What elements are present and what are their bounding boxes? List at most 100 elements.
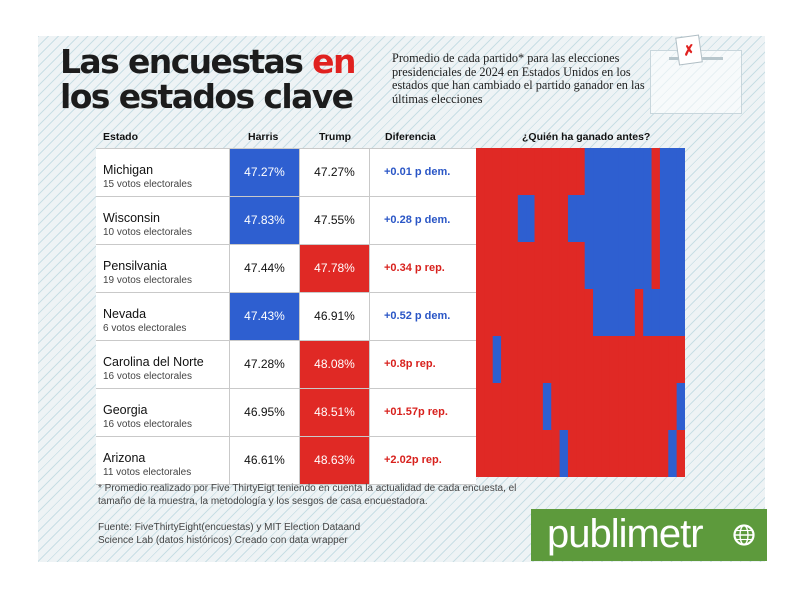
history-cell-dem bbox=[634, 148, 644, 196]
table-row: Carolina del Norte 16 votos electorales 47… bbox=[96, 341, 476, 389]
history-cell-dem bbox=[676, 383, 685, 431]
history-cell-rep bbox=[593, 336, 602, 384]
history-cell-dem bbox=[618, 242, 628, 290]
history-cell-rep bbox=[576, 242, 586, 290]
history-cell-rep bbox=[476, 195, 485, 243]
history-cell-dem bbox=[593, 148, 602, 196]
history-cell-rep bbox=[643, 336, 653, 384]
history-cell-rep bbox=[492, 242, 502, 290]
history-cell-rep bbox=[542, 289, 552, 337]
table-row: Arizona 11 votos electorales 46.61% 48.63% +… bbox=[96, 437, 476, 485]
history-cell-rep bbox=[476, 289, 485, 337]
history-cell-rep bbox=[609, 336, 619, 384]
ballot-paper-icon: ✗ bbox=[675, 34, 703, 66]
harris-value: 47.27% bbox=[230, 149, 299, 196]
history-cell-rep bbox=[534, 289, 544, 337]
history-cell-rep bbox=[567, 383, 577, 431]
ballot-box-icon bbox=[650, 50, 742, 114]
history-cell-rep bbox=[651, 383, 661, 431]
history-cell-rep bbox=[551, 430, 561, 477]
header-harris: Harris bbox=[248, 131, 279, 143]
column-divider bbox=[299, 197, 300, 244]
column-divider bbox=[299, 437, 300, 484]
table-row: Michigan 15 votos electorales 47.27% 47.27%… bbox=[96, 149, 476, 197]
logo-text: publimetr bbox=[547, 512, 704, 556]
harris-value: 46.95% bbox=[244, 405, 285, 419]
electoral-votes: 10 votos electorales bbox=[103, 227, 192, 238]
history-cell-rep bbox=[634, 430, 644, 477]
history-cell-dem bbox=[593, 289, 602, 337]
history-cell-rep bbox=[551, 148, 561, 196]
column-divider bbox=[229, 245, 230, 292]
history-cell-rep bbox=[492, 430, 502, 477]
history-cell-rep bbox=[517, 148, 527, 196]
history-cell-dem bbox=[643, 148, 653, 196]
history-cell-rep bbox=[551, 336, 561, 384]
history-cell-dem bbox=[609, 242, 619, 290]
history-cell-dem bbox=[668, 195, 678, 243]
history-cell-dem bbox=[643, 242, 653, 290]
state-name: Arizona bbox=[103, 451, 146, 465]
state-name: Georgia bbox=[103, 403, 148, 417]
history-cell-dem bbox=[601, 289, 611, 337]
history-cell-rep bbox=[517, 242, 527, 290]
trump-value: 46.91% bbox=[314, 309, 355, 323]
electoral-votes: 19 votos electorales bbox=[103, 275, 192, 286]
history-cell-rep bbox=[626, 430, 636, 477]
history-cell-rep bbox=[676, 430, 685, 477]
history-cell-rep bbox=[659, 383, 669, 431]
column-divider bbox=[299, 389, 300, 436]
electoral-votes: 16 votos electorales bbox=[103, 419, 192, 430]
history-cell-rep bbox=[634, 383, 644, 431]
column-divider bbox=[369, 293, 370, 340]
history-cell-rep bbox=[618, 383, 628, 431]
history-cell-rep bbox=[567, 336, 577, 384]
history-cell-rep bbox=[609, 383, 619, 431]
history-cell-rep bbox=[517, 289, 527, 337]
history-cell-rep bbox=[567, 289, 577, 337]
history-cell-rep bbox=[476, 242, 485, 290]
history-cell-rep bbox=[542, 242, 552, 290]
history-cell-rep bbox=[526, 148, 536, 196]
history-cell-rep bbox=[501, 336, 511, 384]
table-row: Georgia 16 votos electorales 46.95% 48.51% +… bbox=[96, 389, 476, 437]
history-cell-rep bbox=[651, 195, 661, 243]
history-cell-rep bbox=[576, 336, 586, 384]
history-cell-rep bbox=[668, 383, 678, 431]
title-line-1: Las encuestas en bbox=[60, 44, 356, 79]
column-divider bbox=[229, 389, 230, 436]
publimetro-logo: publimetr bbox=[531, 509, 767, 561]
subtitle: Promedio de cada partido* para las elecc… bbox=[392, 51, 645, 106]
difference-value: +2.02p rep. bbox=[384, 454, 442, 466]
history-cell-rep bbox=[526, 289, 536, 337]
history-cell-rep bbox=[584, 336, 594, 384]
history-cell-rep bbox=[476, 430, 485, 477]
history-cell-rep bbox=[534, 430, 544, 477]
history-cell-rep bbox=[643, 430, 653, 477]
history-cell-dem bbox=[668, 430, 678, 477]
history-cell-rep bbox=[509, 242, 519, 290]
history-cell-rep bbox=[542, 430, 552, 477]
history-cell-dem bbox=[659, 242, 669, 290]
history-cell-dem bbox=[618, 195, 628, 243]
trump-value: 47.27% bbox=[314, 165, 355, 179]
history-cell-rep bbox=[601, 336, 611, 384]
state-name: Wisconsin bbox=[103, 211, 160, 225]
history-cell-rep bbox=[651, 148, 661, 196]
page-title: Las encuestas en los estados clave bbox=[60, 44, 356, 114]
history-cell-rep bbox=[542, 195, 552, 243]
history-cell-rep bbox=[509, 289, 519, 337]
history-cell-dem bbox=[626, 148, 636, 196]
source-note: Fuente: FiveThirtyEight(encuestas) y MIT… bbox=[98, 522, 361, 546]
column-divider bbox=[299, 293, 300, 340]
harris-value: 47.28% bbox=[244, 357, 285, 371]
history-cell-rep bbox=[484, 336, 494, 384]
column-divider bbox=[369, 389, 370, 436]
history-cell-rep bbox=[651, 336, 661, 384]
trump-value: 48.51% bbox=[300, 389, 369, 436]
history-cell-rep bbox=[601, 430, 611, 477]
history-cell-rep bbox=[517, 336, 527, 384]
history-cell-rep bbox=[659, 430, 669, 477]
history-cell-dem bbox=[659, 195, 669, 243]
history-cell-rep bbox=[659, 336, 669, 384]
